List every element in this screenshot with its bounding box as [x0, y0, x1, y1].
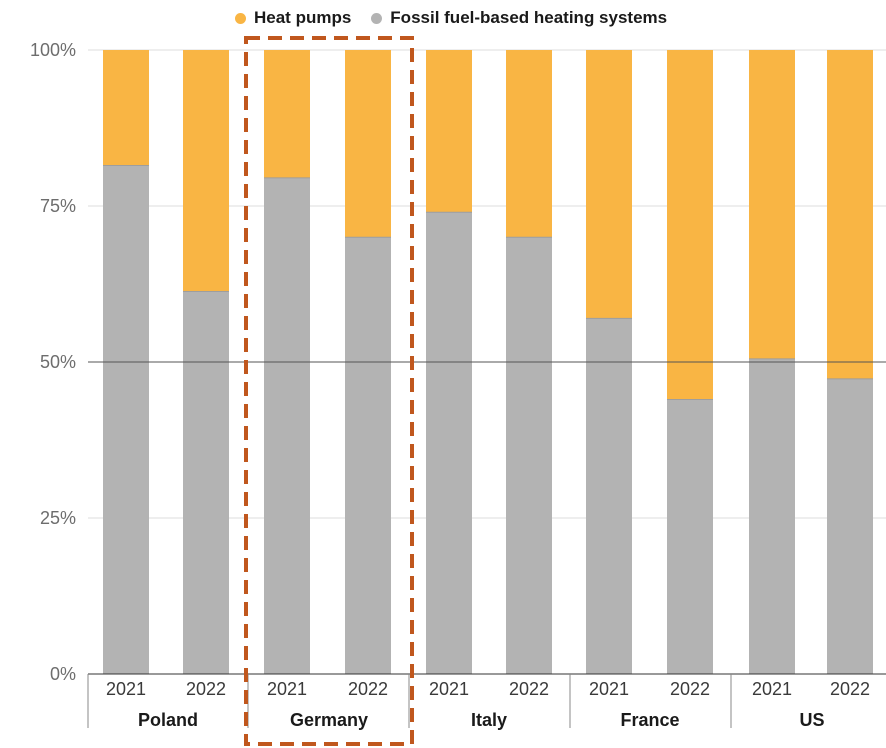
bar-segment [506, 50, 552, 238]
x-year-label: 2021 [105, 679, 147, 699]
x-year-label: 2021 [588, 679, 630, 699]
highlight-box-germany [244, 36, 414, 746]
bar-segment [749, 50, 795, 359]
bar-segment [103, 50, 149, 166]
x-year-label: 2021 [266, 679, 308, 699]
bar-segment [183, 291, 229, 674]
bar-segment [103, 165, 149, 674]
country-label-poland: Poland [137, 710, 199, 730]
bar-segment [506, 237, 552, 674]
bar-segment [345, 50, 391, 238]
bar-segment [827, 378, 873, 674]
chart-legend: Heat pumps Fossil fuel-based heating sys… [235, 6, 687, 30]
bar-segment [827, 50, 873, 379]
x-year-label: 2022 [347, 679, 389, 699]
bar-segment [426, 212, 472, 675]
legend-swatch-heat-pumps [235, 12, 246, 24]
legend-swatch-fossil-fuel [371, 12, 383, 24]
bar-segment [667, 399, 713, 674]
bar-segment [345, 237, 391, 674]
y-tick-25: 25% [39, 508, 76, 528]
bar-segment [586, 318, 632, 674]
bar-segment [667, 50, 713, 400]
country-label-france: France [620, 710, 680, 730]
legend-item-heat-pumps: Heat pumps [235, 8, 351, 28]
bar-segment [264, 50, 310, 178]
bar-segment [183, 50, 229, 292]
x-year-label: 2021 [751, 679, 793, 699]
bar-segment [264, 177, 310, 675]
legend-item-fossil-fuel: Fossil fuel-based heating systems [371, 8, 667, 28]
y-tick-100: 100% [29, 40, 76, 60]
country-label-us: US [799, 710, 825, 730]
bar-segment [749, 358, 795, 674]
x-year-label: 2022 [185, 679, 227, 699]
country-label-italy: Italy [470, 710, 508, 730]
legend-label-fossil-fuel: Fossil fuel-based heating systems [390, 8, 668, 27]
x-year-label: 2021 [428, 679, 470, 699]
bar-segment [426, 50, 472, 213]
y-tick-75: 75% [39, 196, 76, 216]
x-year-label: 2022 [829, 679, 871, 699]
legend-label-heat-pumps: Heat pumps [254, 8, 352, 27]
x-year-label: 2022 [508, 679, 550, 699]
x-year-label: 2022 [669, 679, 711, 699]
country-label-germany: Germany [289, 710, 369, 730]
y-tick-50: 50% [39, 352, 76, 372]
y-tick-0: 0% [49, 664, 76, 684]
bar-segment [586, 50, 632, 319]
